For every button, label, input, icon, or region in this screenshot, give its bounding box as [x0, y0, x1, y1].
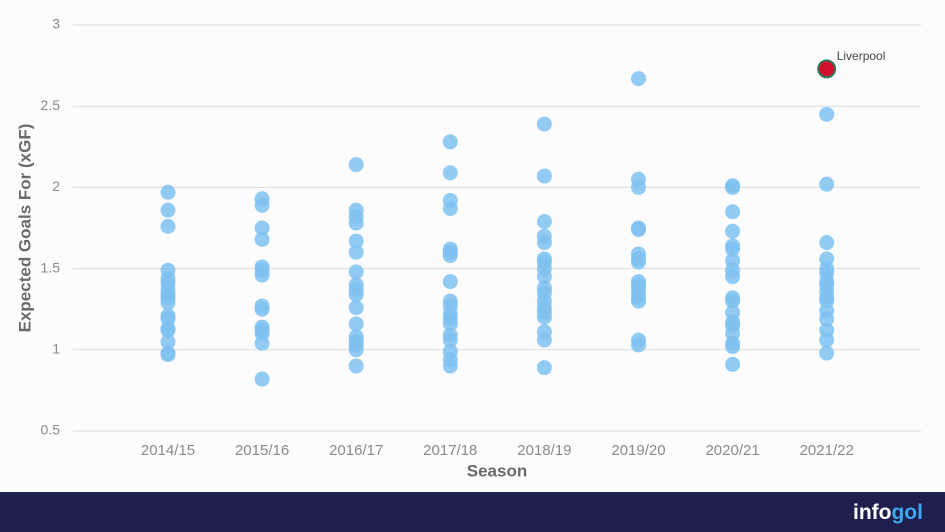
data-point [725, 179, 741, 195]
data-point [536, 168, 552, 184]
data-point [631, 222, 646, 238]
data-point [254, 231, 270, 247]
data-point [536, 116, 552, 132]
chart: Season Expected Goals For (xGF) 0.5 1 1.5 2… [15, 16, 921, 480]
x-tick-label: 2017/18 [423, 442, 477, 459]
data-point [348, 157, 364, 173]
x-axis-title: Season [467, 461, 527, 480]
data-point [442, 165, 458, 181]
x-tick-label: 2018/19 [517, 442, 571, 459]
x-tick-label: 2021/22 [800, 442, 854, 459]
highlight-point [817, 59, 837, 79]
y-axis-title: Expected Goals For (xGF) [15, 124, 34, 333]
data-point [254, 197, 270, 213]
y-tick-label: 2 [52, 178, 60, 194]
data-point [348, 244, 364, 260]
data-point [348, 233, 364, 249]
data-point [442, 332, 458, 348]
y-tick-label: 3 [52, 16, 60, 32]
data-point [819, 345, 835, 361]
data-point [536, 309, 552, 325]
x-tick-label: 2016/17 [329, 442, 383, 459]
y-tick-label: 1 [52, 341, 60, 357]
logo-part: gol [891, 501, 923, 524]
data-point [631, 293, 646, 309]
data-point [725, 269, 741, 285]
data-point [254, 371, 270, 387]
highlight-label: Liverpool [837, 49, 886, 63]
data-point [442, 274, 458, 290]
data-point [631, 254, 646, 270]
data-point [442, 134, 458, 150]
data-point [536, 214, 552, 230]
data-point [819, 235, 835, 251]
logo: infogol [853, 501, 923, 524]
data-point [725, 204, 741, 220]
y-tick-label: 2.5 [41, 97, 61, 113]
data-point [160, 295, 176, 311]
data-point [725, 223, 741, 239]
data-point [725, 293, 741, 309]
data-point [536, 332, 552, 348]
data-point [254, 335, 270, 351]
data-point [160, 184, 176, 200]
data-point [536, 235, 552, 251]
data-point [631, 71, 646, 87]
data-point [254, 301, 270, 317]
y-tick-label: 1.5 [41, 259, 61, 275]
data-point [536, 269, 552, 285]
data-point [348, 300, 364, 316]
data-point [348, 264, 364, 280]
data-point [631, 337, 646, 353]
data-point [160, 334, 176, 350]
data-point [160, 202, 176, 218]
y-tick-label: 0.5 [41, 422, 61, 438]
data-point [631, 179, 646, 195]
data-point [442, 201, 458, 217]
data-point [819, 106, 835, 122]
data-point [348, 287, 364, 303]
data-point [725, 339, 741, 355]
data-point [442, 248, 458, 264]
data-point [160, 218, 176, 234]
data-point [819, 332, 835, 348]
x-tick-label: 2019/20 [611, 442, 665, 459]
data-point [348, 215, 364, 231]
x-tick-label: 2014/15 [141, 442, 195, 459]
footer-bar [0, 492, 945, 532]
data-point [348, 358, 364, 374]
data-point [442, 358, 458, 374]
data-point [160, 322, 176, 338]
data-point [348, 316, 364, 332]
data-point [254, 220, 270, 236]
logo-part: info [853, 501, 891, 524]
x-tick-label: 2020/21 [705, 442, 759, 459]
data-point [819, 311, 835, 327]
data-point [254, 267, 270, 283]
data-point [348, 342, 364, 358]
x-tick-label: 2015/16 [235, 442, 289, 459]
data-point [819, 176, 835, 192]
footer: infogol [0, 492, 945, 532]
data-point [536, 360, 552, 376]
data-point [725, 241, 741, 257]
data-point [725, 356, 741, 372]
data-point [442, 316, 458, 332]
data-point [160, 347, 176, 363]
